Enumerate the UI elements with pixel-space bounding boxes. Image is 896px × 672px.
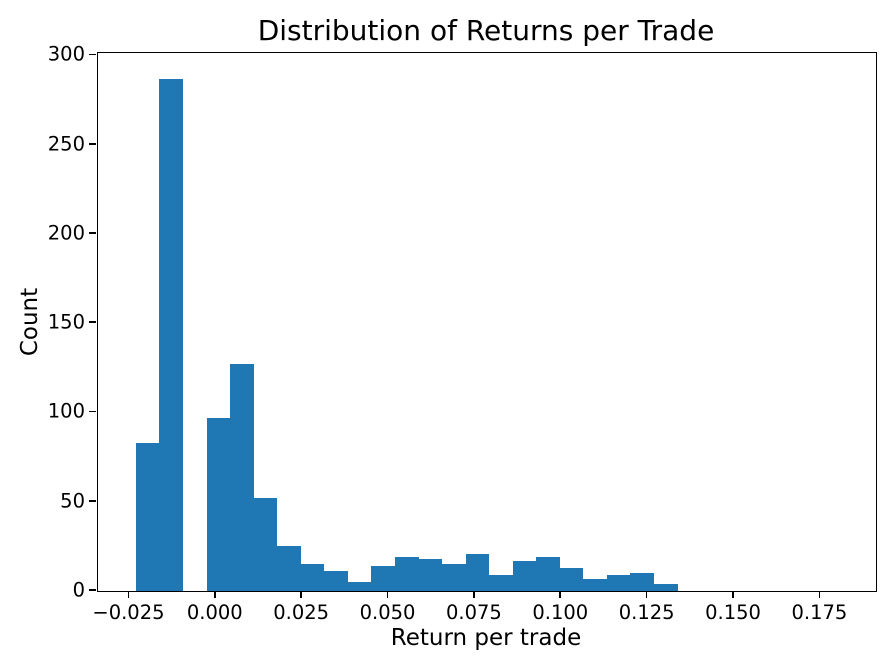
- histogram-bar: [419, 559, 442, 591]
- y-tick-mark: [89, 232, 96, 234]
- y-tick-mark: [89, 53, 96, 56]
- histogram-bar: [324, 571, 348, 591]
- y-tick-label: 0: [72, 578, 85, 602]
- plot-area: [97, 52, 877, 592]
- y-tick-label: 50: [60, 489, 85, 513]
- x-tick-mark: [559, 591, 562, 598]
- histogram-bar: [442, 564, 466, 591]
- histogram-bar: [159, 79, 183, 591]
- chart-title: Distribution of Returns per Trade: [257, 14, 715, 47]
- y-tick-label: 250: [47, 132, 85, 156]
- histogram-bar: [630, 573, 654, 591]
- x-tick-label: 0.000: [186, 601, 243, 624]
- y-tick-mark: [89, 321, 96, 324]
- x-tick-mark: [473, 591, 475, 598]
- x-tick-label: 0.175: [791, 601, 848, 624]
- histogram-bar: [254, 498, 277, 591]
- histogram-bar: [536, 557, 560, 591]
- y-tick-label: 150: [47, 310, 85, 334]
- x-tick-mark: [214, 591, 216, 598]
- x-tick-mark: [818, 591, 821, 598]
- x-tick-label: −0.025: [92, 601, 165, 624]
- y-tick-label: 100: [47, 399, 85, 423]
- x-tick-label: 0.150: [705, 601, 761, 624]
- x-tick-label: 0.100: [532, 601, 589, 624]
- y-axis-label: Count: [17, 287, 43, 357]
- histogram-bar: [395, 557, 419, 591]
- x-axis-label: Return per trade: [390, 625, 582, 651]
- histogram-bar: [277, 546, 301, 591]
- histogram-bar: [348, 582, 371, 591]
- histogram-bar: [136, 443, 159, 591]
- x-tick-label: 0.050: [359, 601, 416, 624]
- x-tick-mark: [732, 591, 734, 598]
- x-tick-mark: [300, 591, 302, 598]
- histogram-bar: [583, 579, 607, 591]
- bars-layer: [98, 53, 876, 591]
- x-tick-mark: [645, 591, 648, 598]
- histogram-bar: [513, 561, 536, 591]
- y-tick-label: 300: [47, 42, 85, 66]
- histogram-bar: [371, 566, 395, 591]
- x-tick-label: 0.025: [273, 601, 330, 624]
- histogram-bar: [489, 575, 513, 591]
- x-tick-mark: [127, 591, 130, 598]
- x-tick-mark: [386, 591, 389, 598]
- histogram-bar: [230, 364, 254, 591]
- y-tick-mark: [89, 142, 96, 145]
- y-tick-mark: [89, 410, 96, 413]
- x-tick-label: 0.125: [618, 601, 675, 624]
- y-tick-label: 200: [47, 221, 85, 245]
- histogram-bar: [207, 418, 230, 591]
- histogram-bar: [654, 584, 678, 591]
- y-tick-mark: [89, 499, 96, 502]
- y-tick-mark: [89, 589, 96, 591]
- x-tick-label: 0.075: [445, 601, 502, 624]
- histogram-bar: [301, 564, 324, 591]
- histogram-bar: [466, 554, 489, 591]
- histogram-bar: [607, 575, 630, 591]
- histogram-bar: [560, 568, 583, 591]
